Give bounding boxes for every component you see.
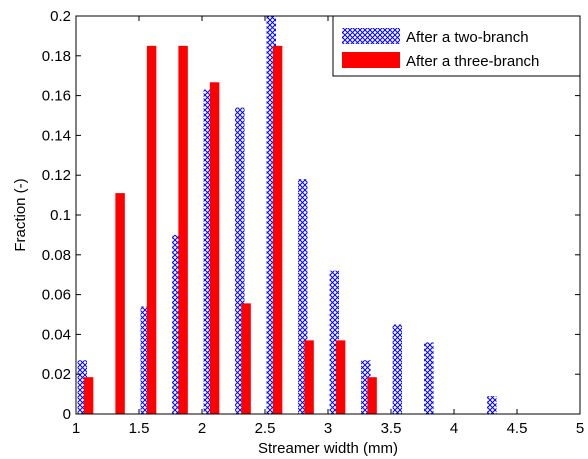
y-tick-label: 0.08 (42, 247, 71, 264)
bar-two-branch (235, 107, 245, 414)
legend-label-two-branch: After a two-branch (406, 29, 529, 46)
y-tick-label: 0.18 (42, 48, 71, 65)
y-tick-label: 0.12 (42, 167, 71, 184)
x-tick-label: 5 (576, 420, 584, 437)
bar-three-branch (335, 340, 346, 414)
y-tick-label: 0.04 (42, 326, 71, 343)
bar-three-branch (209, 82, 220, 414)
bar-three-branch (146, 45, 157, 414)
bar-two-branch (77, 360, 88, 414)
bar-two-branch (424, 342, 434, 414)
bar-three-branch (83, 377, 94, 414)
bar-two-branch (487, 396, 497, 414)
y-axis-title: Fraction (-) (12, 178, 29, 251)
bar-three-branch (241, 303, 251, 414)
bar-three-branch (367, 377, 377, 414)
legend-label-three-branch: After a three-branch (406, 53, 539, 70)
y-tick-label: 0.06 (42, 287, 71, 304)
x-tick-label: 3 (324, 420, 332, 437)
bar-two-branch (140, 306, 151, 414)
bar-two-branch (298, 179, 308, 414)
ticks-layer: 1 1.5 2 2.5 3 3.5 4 4.5 5 0 0.02 0.04 0.06 0.08 0.1 0.1… (42, 8, 584, 437)
bar-three-branch (272, 45, 283, 414)
x-tick-label: 4.5 (507, 420, 528, 437)
legend: After a two-branch After a three-branch (332, 15, 581, 77)
bar-two-branch (172, 234, 182, 414)
y-tick-label: 0.14 (42, 127, 71, 144)
y-tick-label: 0.16 (42, 88, 71, 105)
bar-two-branch (329, 270, 340, 414)
x-tick-label: 1.5 (129, 420, 150, 437)
y-tick-label: 0 (63, 406, 71, 423)
x-tick-label: 2.5 (255, 420, 276, 437)
x-tick-label: 1 (72, 420, 80, 437)
bar-two-branch (266, 16, 277, 414)
y-tick-label: 0.1 (50, 207, 71, 224)
legend-swatch-two-branch (342, 28, 400, 44)
bar-three-branch (115, 193, 125, 414)
x-tick-label: 4 (450, 420, 458, 437)
legend-swatch-three-branch (342, 52, 400, 68)
y-tick-label: 0.2 (50, 8, 71, 25)
bar-two-branch (203, 89, 214, 414)
bars-layer (77, 16, 497, 414)
bar-three-branch (304, 340, 314, 414)
x-tick-label: 3.5 (381, 420, 402, 437)
bar-three-branch (178, 45, 188, 414)
bar-two-branch (361, 360, 371, 414)
x-tick-label: 2 (198, 420, 206, 437)
bar-two-branch (392, 324, 403, 414)
x-axis-title: Streamer width (mm) (258, 440, 398, 457)
y-tick-label: 0.02 (42, 366, 71, 383)
